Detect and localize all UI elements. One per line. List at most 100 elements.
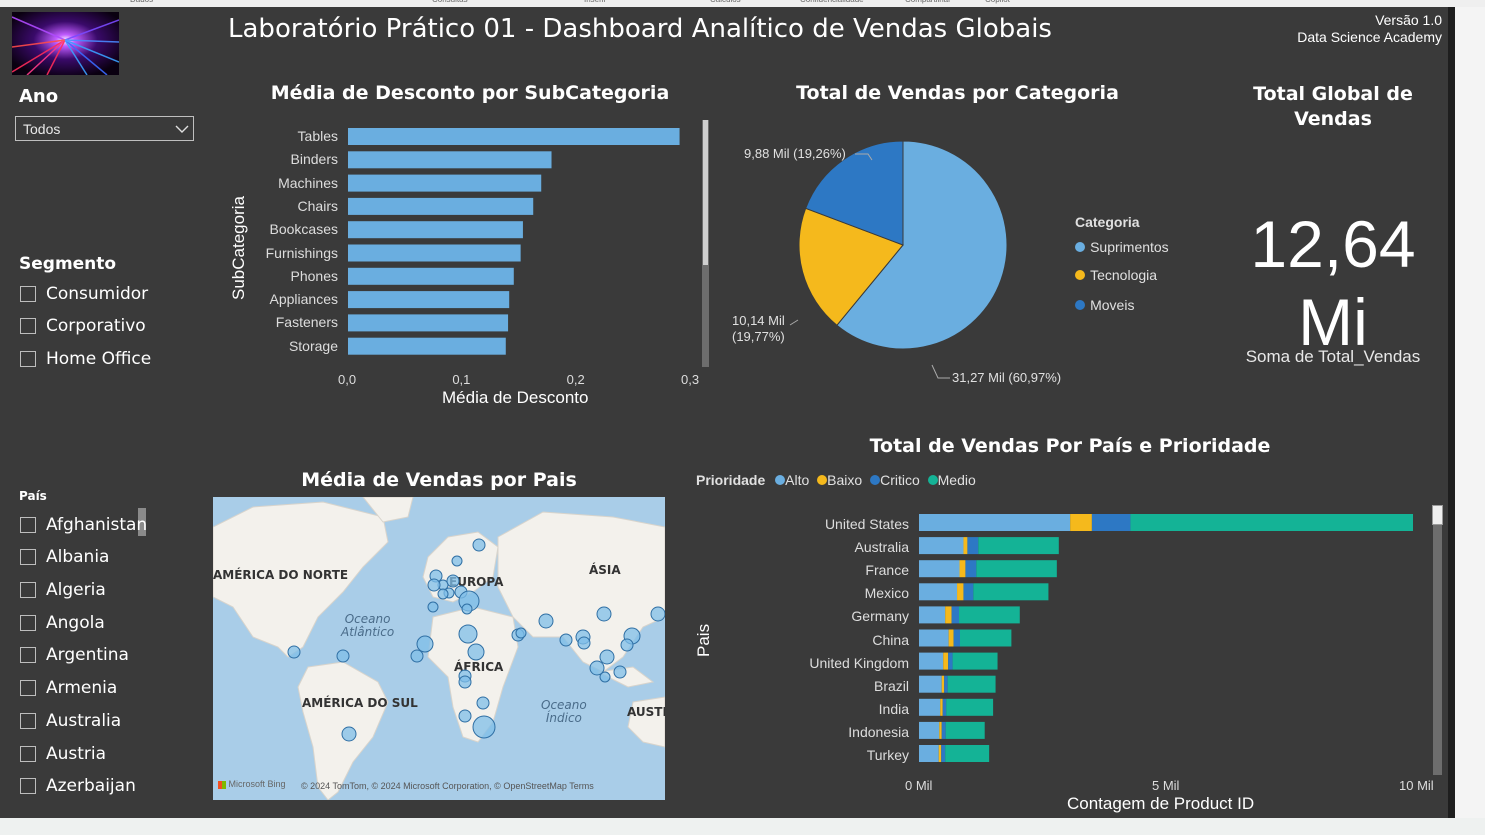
priority-bar-segment[interactable] [941, 745, 946, 762]
priority-bar-segment[interactable] [919, 537, 964, 555]
country-bubble[interactable] [336, 649, 350, 663]
checkbox-consumidor[interactable] [20, 286, 36, 302]
priority-bar-segment[interactable] [946, 698, 994, 716]
priority-bar-segment[interactable] [942, 698, 947, 716]
priority-bar-segment[interactable] [945, 721, 985, 739]
country-bubble[interactable] [599, 649, 615, 665]
priority-bar-segment[interactable] [919, 652, 944, 670]
priority-bar-segment[interactable] [919, 583, 958, 601]
discount-scrollbar[interactable] [702, 120, 709, 367]
segmento-item-corporativo[interactable]: Corporativo [46, 316, 146, 336]
country-bubble[interactable] [577, 636, 591, 650]
pie-slice-tecnologia[interactable] [798, 207, 904, 326]
ribbon-tab[interactable]: Compartilhar [905, 0, 951, 4]
legend-critico[interactable]: Critico [880, 472, 920, 488]
checkbox-pais[interactable] [20, 549, 36, 565]
segmento-item-home-office[interactable]: Home Office [46, 349, 152, 369]
pais-item-angola[interactable]: Angola [46, 613, 105, 633]
country-bubble[interactable] [596, 606, 612, 622]
priority-bar-segment[interactable] [941, 675, 945, 693]
checkbox-pais[interactable] [20, 680, 36, 696]
country-bubble[interactable] [472, 538, 486, 552]
sales-map[interactable]: AMÉRICA DO NORTE EUROPA ÁSIA ÁFRICA AMÉR… [213, 497, 665, 800]
priority-bar-segment[interactable] [948, 652, 953, 670]
priority-scroll-thumb[interactable] [1432, 505, 1443, 525]
priority-bar-segment[interactable] [945, 745, 990, 762]
ribbon-tab[interactable]: Inserir [584, 0, 606, 4]
country-bubble[interactable] [650, 606, 665, 622]
priority-bar-segment[interactable] [965, 560, 977, 578]
priority-bar-segment[interactable] [919, 675, 942, 693]
discount-bar[interactable] [348, 174, 542, 192]
pais-scrollbar[interactable] [138, 508, 146, 536]
checkbox-home-office[interactable] [20, 351, 36, 367]
priority-bar-segment[interactable] [919, 514, 1071, 531]
priority-bar-segment[interactable] [963, 537, 968, 555]
checkbox-pais[interactable] [20, 713, 36, 729]
priority-bar-segment[interactable] [947, 675, 996, 693]
priority-bar-segment[interactable] [957, 583, 964, 601]
pie-slice-suprimentos[interactable] [836, 140, 1008, 350]
priority-bar-segment[interactable] [940, 698, 943, 716]
country-bubble[interactable] [458, 709, 472, 723]
priority-scrollbar[interactable] [1432, 505, 1443, 775]
pais-item-australia[interactable]: Australia [46, 711, 122, 731]
priority-bar-segment[interactable] [919, 745, 939, 762]
pais-item-albania[interactable]: Albania [46, 547, 110, 567]
checkbox-pais[interactable] [20, 778, 36, 794]
country-bubble[interactable] [427, 578, 441, 592]
pie-slice-moveis[interactable] [805, 140, 904, 246]
discount-bar[interactable] [348, 314, 509, 332]
legend-item-suprimentos[interactable]: Suprimentos [1075, 237, 1169, 256]
legend-item-moveis[interactable]: Moveis [1075, 295, 1134, 314]
priority-bar-segment[interactable] [938, 745, 942, 762]
priority-bar-segment[interactable] [967, 537, 979, 555]
discount-bar[interactable] [348, 244, 521, 262]
country-bubble[interactable] [515, 627, 527, 639]
ano-dropdown[interactable]: Todos [15, 116, 194, 141]
priority-bar-segment[interactable] [952, 652, 998, 670]
priority-bar-segment[interactable] [944, 675, 948, 693]
ribbon-tab[interactable]: Consultas [432, 0, 468, 4]
discount-bar[interactable] [348, 291, 510, 309]
ribbon-tab[interactable]: Dados [130, 0, 153, 4]
country-bubble[interactable] [341, 726, 357, 742]
priority-bar-segment[interactable] [963, 583, 974, 601]
ribbon-tab[interactable]: Cálculos [710, 0, 741, 4]
checkbox-pais[interactable] [20, 582, 36, 598]
country-bubble[interactable] [559, 633, 573, 647]
pais-item-azerbaijan[interactable]: Azerbaijan [46, 776, 136, 796]
country-bubble[interactable] [589, 660, 605, 676]
country-bubble[interactable] [458, 675, 472, 689]
priority-bar-segment[interactable] [919, 721, 940, 739]
country-bubble[interactable] [287, 645, 301, 659]
priority-bar-segment[interactable] [919, 606, 946, 624]
country-bubble[interactable] [467, 643, 485, 661]
legend-medio[interactable]: Medio [937, 472, 976, 488]
priority-bar-segment[interactable] [978, 537, 1059, 555]
priority-bar-segment[interactable] [939, 721, 942, 739]
priority-bar-segment[interactable] [959, 560, 966, 578]
pais-item-austria[interactable]: Austria [46, 744, 107, 764]
priority-bar-segment[interactable] [919, 560, 960, 578]
country-bubble[interactable] [613, 665, 627, 679]
pais-item-armenia[interactable]: Armenia [46, 678, 118, 698]
country-bubble[interactable] [451, 555, 463, 567]
country-bubble[interactable] [476, 696, 490, 710]
priority-bar-segment[interactable] [945, 606, 952, 624]
discount-scroll-thumb[interactable] [703, 120, 708, 265]
ribbon-tab[interactable]: Confidencialidade [800, 0, 864, 4]
discount-bar[interactable] [348, 197, 534, 215]
priority-bar-segment[interactable] [951, 606, 960, 624]
country-bubble[interactable] [458, 624, 478, 644]
country-bubble[interactable] [427, 601, 439, 613]
priority-bar-segment[interactable] [953, 629, 961, 647]
priority-bar-segment[interactable] [919, 629, 949, 647]
country-bubble[interactable] [472, 715, 496, 739]
ribbon-tab[interactable]: Copilot [985, 0, 1010, 4]
priority-bar-segment[interactable] [943, 652, 949, 670]
pais-item-algeria[interactable]: Algeria [46, 580, 106, 600]
country-bubble[interactable] [446, 574, 460, 588]
discount-bar[interactable] [348, 151, 552, 169]
discount-bar[interactable] [348, 128, 680, 145]
